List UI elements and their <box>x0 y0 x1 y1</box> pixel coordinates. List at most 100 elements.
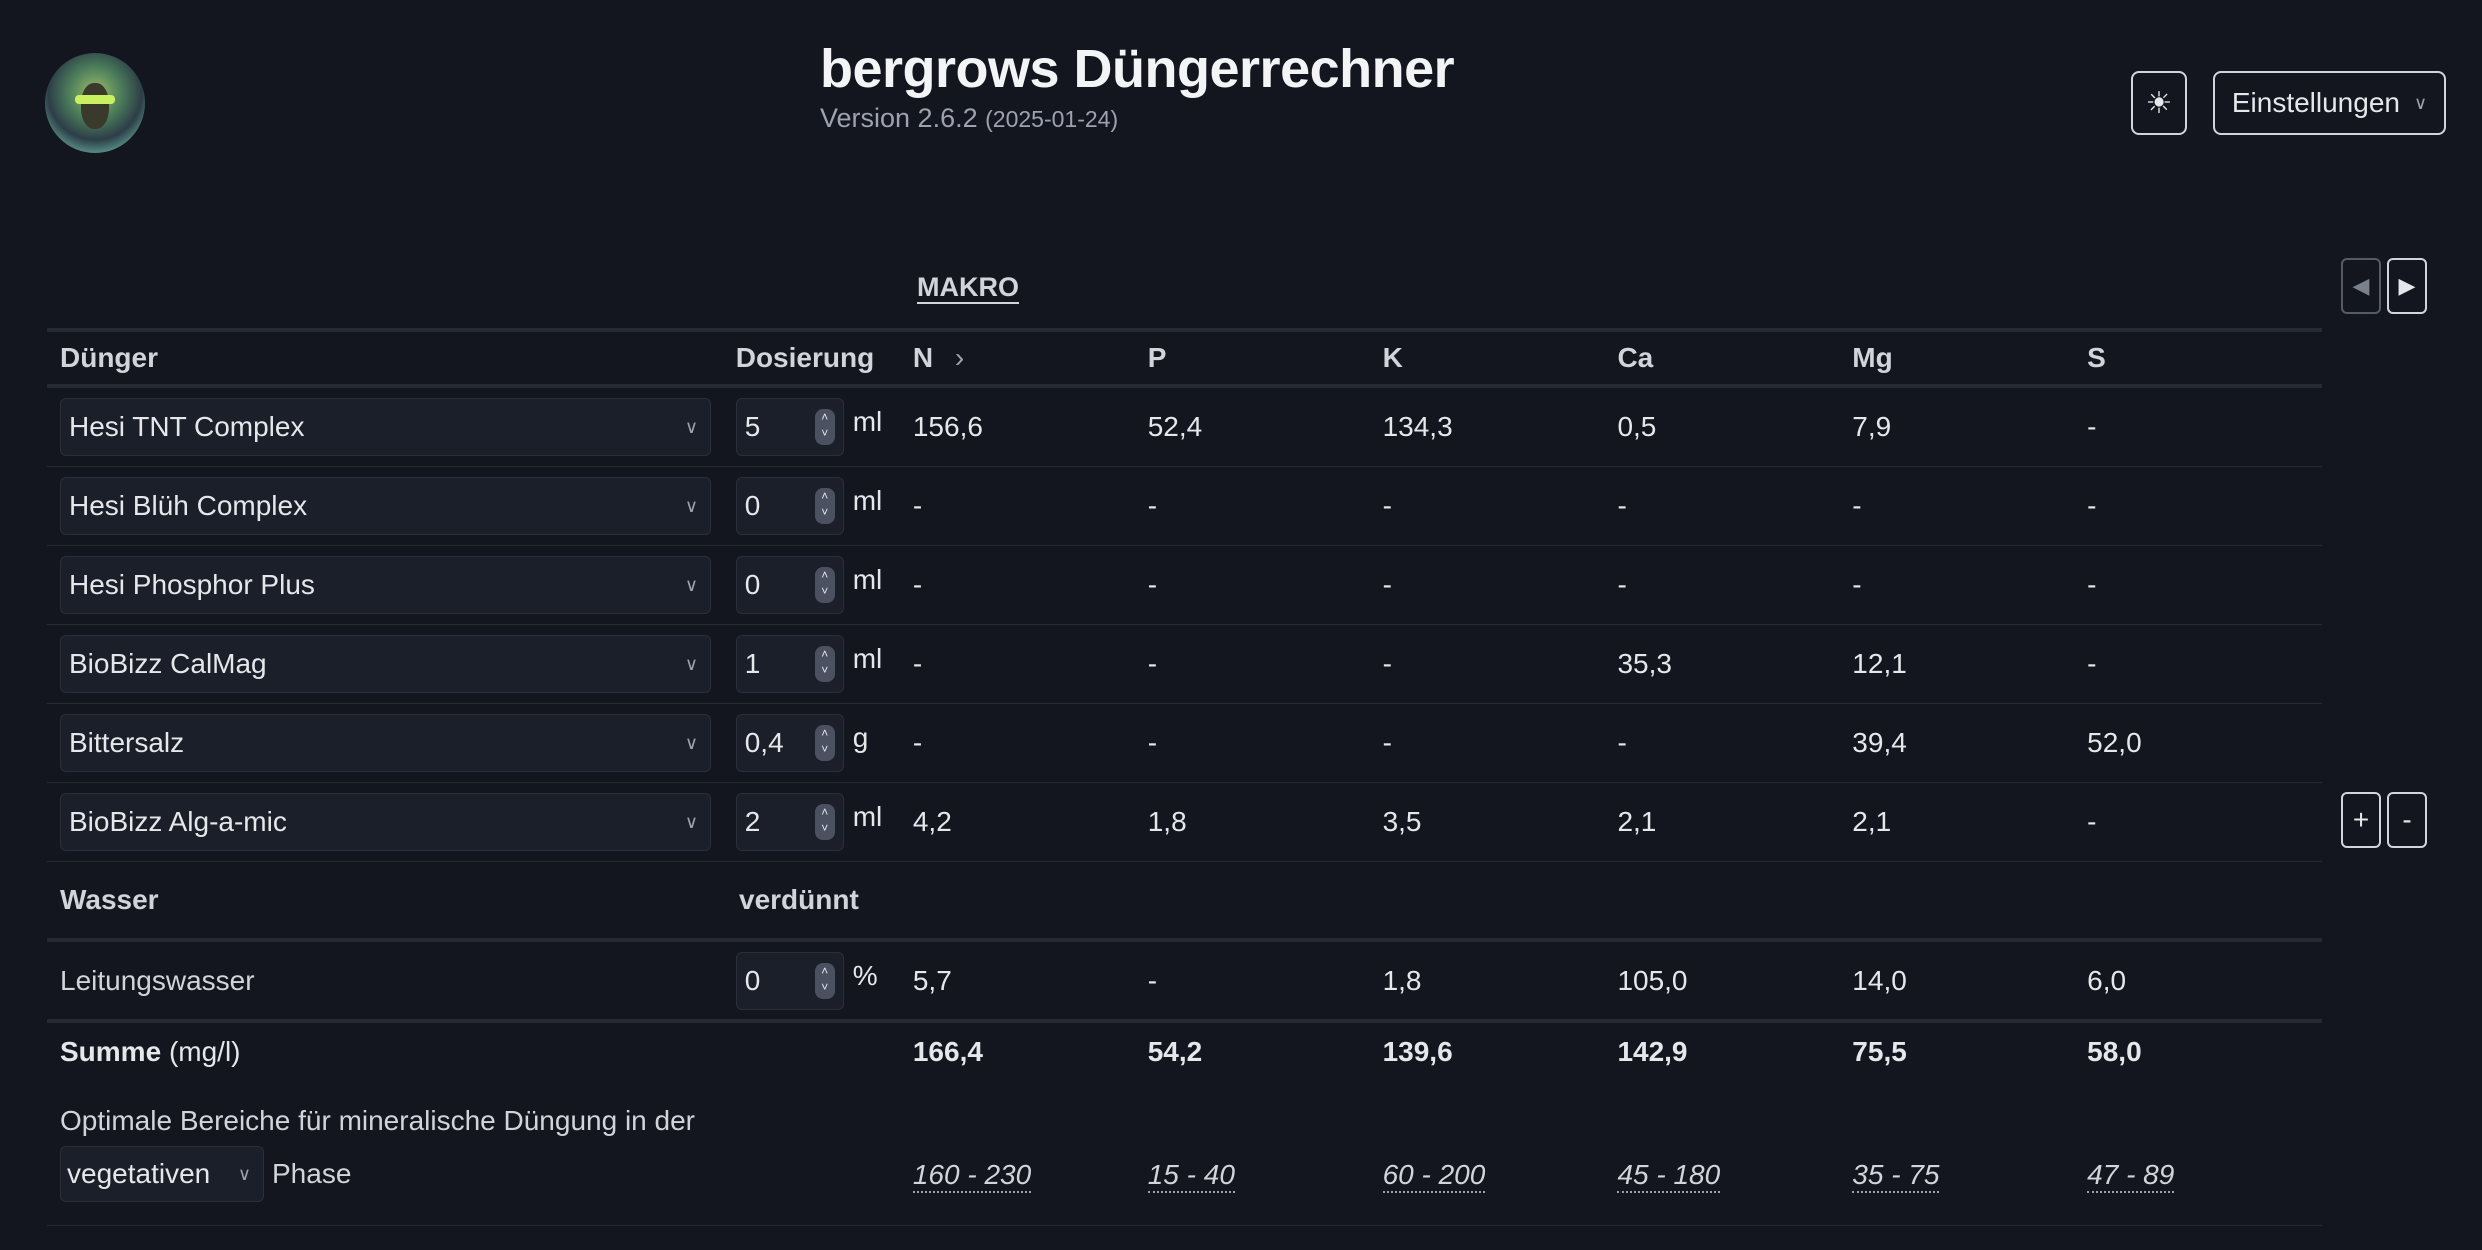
fertilizer-select[interactable]: BioBizz CalMag ∨ <box>60 635 711 693</box>
fertilizer-table: Dünger Dosierung N › P K Ca Mg S Hesi TN… <box>47 328 2322 1226</box>
nutrient-value: 7,9 <box>1852 411 1892 442</box>
nutrient-value: 2,1 <box>1617 806 1657 837</box>
nutrient-value: - <box>1852 569 1862 600</box>
nutrient-value: 156,6 <box>912 411 983 442</box>
sum-value: 139,6 <box>1382 1036 1453 1067</box>
sum-label: Summe (mg/l) <box>47 1036 736 1068</box>
table-row: Hesi TNT Complex ∨ 5 ˄ ˅ ml 156,6 52,4 134,3 0,5… <box>47 388 2322 467</box>
theme-toggle-button[interactable]: ☀ <box>2131 71 2187 135</box>
range-p[interactable]: 15 - 40 <box>1147 1159 1235 1193</box>
nutrient-value: 52,0 <box>2087 727 2142 758</box>
fertilizer-select[interactable]: Hesi TNT Complex ∨ <box>60 398 711 456</box>
nutrient-value: 2,1 <box>1852 806 1892 837</box>
nutrient-value: 12,1 <box>1852 648 1907 679</box>
water-name: Leitungswasser <box>60 964 255 996</box>
nutrient-value: 0,5 <box>1617 411 1657 442</box>
nutrient-value: - <box>1382 727 1392 758</box>
chevron-down-icon: ∨ <box>684 416 698 437</box>
dose-value: 0,4 <box>744 727 784 758</box>
optimal-range-row: Optimale Bereiche für mineralische Düngu… <box>47 1081 2322 1226</box>
dose-value: 2 <box>744 806 761 837</box>
fertilizer-name: Bittersalz <box>69 727 185 758</box>
chevron-down-icon: ∨ <box>684 811 698 832</box>
prev-page-button[interactable]: ◀ <box>2341 258 2381 314</box>
dose-input[interactable]: 5 ˄ ˅ <box>735 398 844 456</box>
nutrient-value: - <box>2087 648 2097 679</box>
stepper-icon[interactable]: ˄ ˅ <box>814 567 835 603</box>
phase-select[interactable]: vegetativen ∨ <box>60 1146 264 1202</box>
nutrient-value: - <box>1852 490 1862 521</box>
nutrient-value: - <box>912 727 923 758</box>
range-n[interactable]: 160 - 230 <box>912 1159 1032 1193</box>
add-fertilizer-button[interactable]: + <box>2341 792 2381 848</box>
stepper-icon[interactable]: ˄ ˅ <box>814 409 835 445</box>
settings-label: Einstellungen <box>2231 87 2400 118</box>
chevron-down-icon: ∨ <box>2413 92 2428 113</box>
phase-value: vegetativen <box>67 1158 211 1189</box>
chevron-right-icon[interactable]: › <box>954 342 965 373</box>
stepper-icon[interactable]: ˄ ˅ <box>814 804 835 840</box>
dose-input[interactable]: 0 ˄ ˅ <box>735 556 844 614</box>
dose-value: 0 <box>744 569 761 600</box>
stepper-icon[interactable]: ˄ ˅ <box>814 488 835 524</box>
header-n[interactable]: N › <box>913 342 1148 374</box>
nutrient-value: - <box>912 569 923 600</box>
nutrient-value: 3,5 <box>1382 806 1422 837</box>
range-k[interactable]: 60 - 200 <box>1382 1159 1486 1193</box>
water-header: Wasser verdünnt <box>47 862 2322 942</box>
header-p: P <box>1147 342 1167 373</box>
version-date: (2025-01-24) <box>985 106 1119 132</box>
range-mg[interactable]: 35 - 75 <box>1852 1159 1940 1193</box>
nutrient-value: - <box>1617 569 1627 600</box>
water-value: 105,0 <box>1617 964 1688 996</box>
fertilizer-select[interactable]: Hesi Phosphor Plus ∨ <box>60 556 711 614</box>
dose-value: 1 <box>744 648 761 679</box>
next-page-button[interactable]: ▶ <box>2387 258 2427 314</box>
dose-unit: g <box>852 722 869 753</box>
nutrient-value: - <box>1147 569 1158 600</box>
fertilizer-select[interactable]: BioBizz Alg-a-mic ∨ <box>60 793 711 851</box>
dose-input[interactable]: 0 ˄ ˅ <box>735 477 844 535</box>
stepper-icon[interactable]: ˄ ˅ <box>814 725 835 761</box>
nutrient-value: 4,2 <box>912 806 952 837</box>
water-value: 6,0 <box>2087 964 2127 996</box>
range-s[interactable]: 47 - 89 <box>2087 1159 2175 1193</box>
tab-makro[interactable]: MAKRO <box>917 272 1019 302</box>
nutrient-value: - <box>2087 569 2097 600</box>
dose-input[interactable]: 1 ˄ ˅ <box>735 635 844 693</box>
fertilizer-select[interactable]: Hesi Blüh Complex ∨ <box>60 477 711 535</box>
settings-dropdown[interactable]: Einstellungen ∨ <box>2213 71 2446 135</box>
dose-unit: ml <box>852 801 883 832</box>
header-fertilizer: Dünger <box>60 342 158 373</box>
sum-value: 75,5 <box>1852 1036 1907 1067</box>
stepper-icon[interactable]: ˄ ˅ <box>814 962 835 999</box>
chevron-down-icon: ∨ <box>684 732 698 753</box>
water-value: - <box>1147 964 1158 996</box>
page-title: bergrows Düngerrechner <box>820 39 1455 99</box>
range-ca[interactable]: 45 - 180 <box>1617 1159 1721 1193</box>
fertilizer-select[interactable]: Bittersalz ∨ <box>60 714 711 772</box>
nutrient-value: - <box>912 490 923 521</box>
nutrient-value: - <box>1147 490 1158 521</box>
dose-input[interactable]: 2 ˄ ˅ <box>735 793 844 851</box>
header-n-label: N <box>912 342 934 373</box>
water-row: Leitungswasser 0 ˄ ˅% 5,7 - 1,8 105,0 14,0… <box>47 942 2322 1023</box>
sum-row: Summe (mg/l) 166,4 54,2 139,6 142,9 75,5… <box>47 1023 2322 1081</box>
water-value: 5,7 <box>912 964 952 996</box>
remove-fertilizer-button[interactable]: - <box>2387 792 2427 848</box>
dose-input[interactable]: 0,4 ˄ ˅ <box>735 714 844 772</box>
nutrient-value: - <box>1382 569 1392 600</box>
dose-value: 5 <box>744 411 761 442</box>
dilution-input[interactable]: 0 ˄ ˅ <box>735 951 844 1010</box>
fertilizer-name: BioBizz CalMag <box>69 648 267 679</box>
diluted-header: verdünnt <box>739 884 859 915</box>
nutrient-value: - <box>2087 806 2097 837</box>
sun-icon: ☀ <box>2145 86 2173 120</box>
sum-value: 54,2 <box>1147 1036 1203 1067</box>
nutrient-value: - <box>1382 490 1392 521</box>
nutrient-value: 134,3 <box>1382 411 1453 442</box>
header-mg: Mg <box>1852 342 1893 373</box>
water-header-label: Wasser <box>60 884 159 915</box>
fertilizer-name: Hesi TNT Complex <box>69 411 305 442</box>
stepper-icon[interactable]: ˄ ˅ <box>814 646 835 682</box>
